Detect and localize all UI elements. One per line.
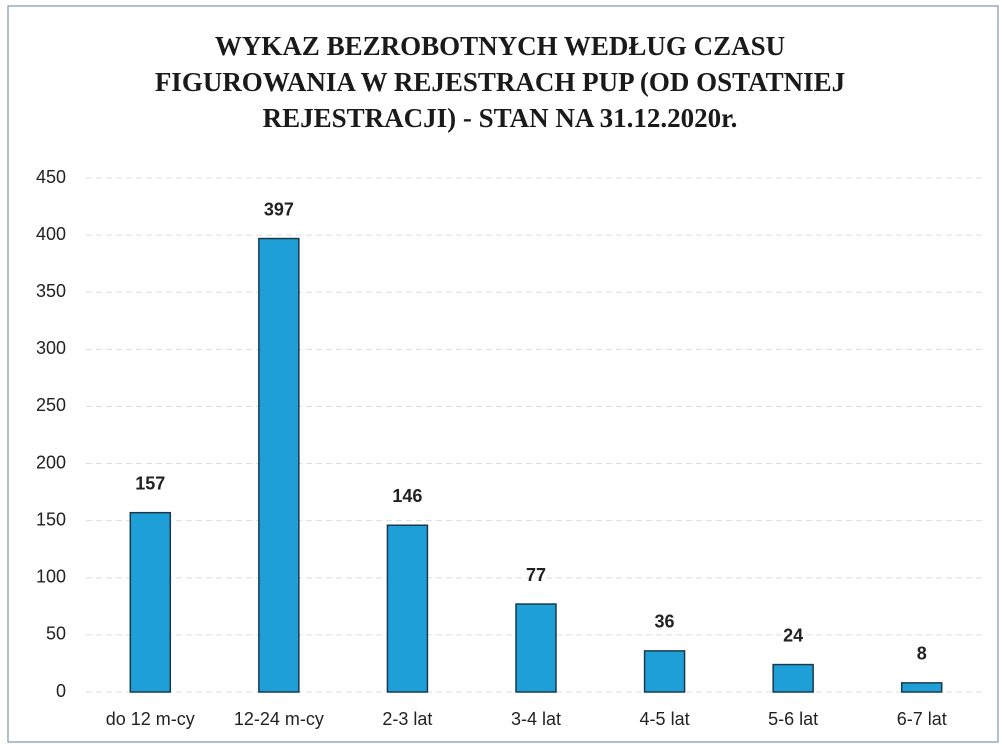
- value-label: 24: [783, 625, 803, 645]
- y-tick-label: 350: [36, 281, 66, 301]
- x-tick-label: 5-6 lat: [768, 709, 818, 729]
- value-label: 8: [917, 644, 927, 664]
- y-tick-label: 150: [36, 509, 66, 529]
- value-label: 397: [264, 199, 294, 219]
- value-label: 157: [135, 473, 165, 493]
- bar: [643, 650, 686, 693]
- x-tick-label: 2-3 lat: [382, 709, 432, 729]
- chart-frame: [7, 5, 999, 743]
- value-label: 77: [526, 565, 546, 585]
- y-tick-label: 250: [36, 395, 66, 415]
- bar: [258, 237, 300, 693]
- x-tick-label: 4-5 lat: [640, 709, 690, 729]
- x-tick-label: 6-7 lat: [897, 709, 947, 729]
- y-tick-label: 100: [36, 567, 66, 587]
- bar: [900, 682, 943, 693]
- y-tick-label: 50: [46, 624, 66, 644]
- y-tick-label: 0: [56, 681, 66, 701]
- bar: [772, 663, 814, 693]
- x-tick-label: 12-24 m-cy: [234, 709, 324, 729]
- bar: [515, 603, 557, 693]
- x-tick-label: 3-4 lat: [511, 709, 561, 729]
- value-label: 36: [655, 612, 675, 632]
- bar: [386, 524, 429, 693]
- bar: [129, 511, 172, 693]
- value-label: 146: [392, 486, 422, 506]
- chart-title: WYKAZ BEZROBOTNYCH WEDŁUG CZASU FIGUROWA…: [154, 31, 846, 133]
- y-tick-label: 200: [36, 452, 66, 472]
- y-tick-label: 400: [36, 224, 66, 244]
- x-tick-label: do 12 m-cy: [106, 709, 195, 729]
- y-tick-label: 300: [36, 338, 66, 358]
- y-tick-label: 450: [36, 167, 66, 187]
